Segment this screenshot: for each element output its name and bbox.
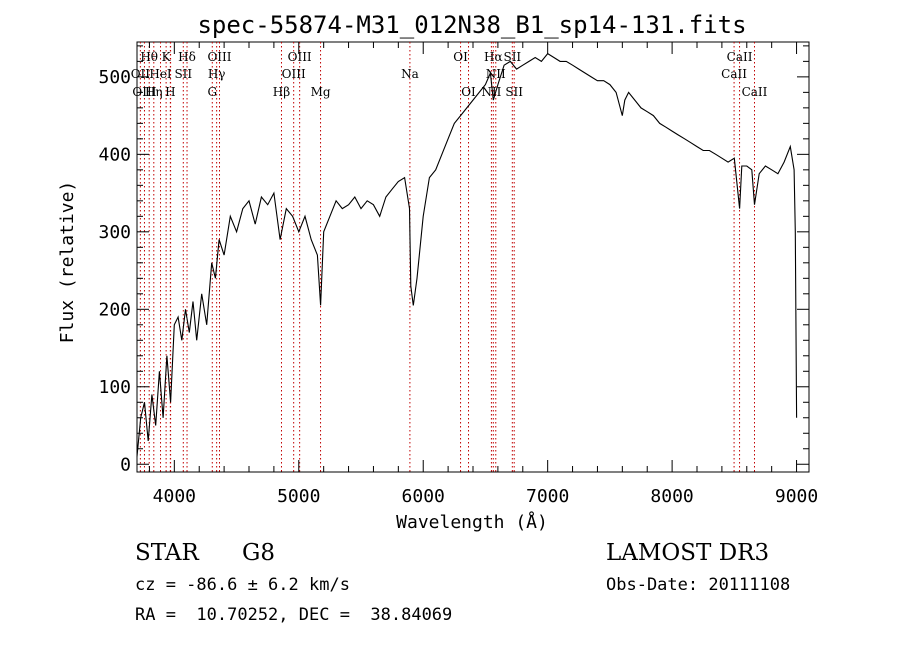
line-label: OIII — [288, 50, 312, 64]
line-label: Hδ — [178, 50, 196, 64]
y-tick-label: 0 — [120, 454, 131, 475]
line-label: Hη — [145, 85, 163, 99]
line-label: OI — [461, 85, 476, 99]
line-label: K — [162, 50, 172, 64]
x-tick-label: 7000 — [526, 486, 569, 507]
line-label: Hθ — [140, 50, 158, 64]
y-tick-label: 200 — [98, 299, 131, 320]
spectrum-series — [136, 52, 798, 457]
line-label: OIII — [132, 85, 156, 99]
x-tick-label: 5000 — [277, 486, 320, 507]
line-label: Mg — [311, 85, 331, 99]
object-class: STAR — [135, 540, 199, 566]
line-label: OI — [453, 50, 468, 64]
line-label: CaII — [721, 67, 747, 81]
line-label: G — [207, 85, 217, 99]
y-axis-ticks: 0 100 200 300 400 500 — [98, 45, 809, 475]
y-tick-label: 300 — [98, 222, 131, 243]
y-axis-label: Flux (relative) — [57, 181, 78, 344]
x-tick-label: 6000 — [402, 486, 445, 507]
line-label: SII — [503, 50, 521, 64]
x-axis-ticks: 4000 5000 6000 7000 8000 9000 — [148, 42, 818, 507]
object-subclass: G8 — [242, 540, 275, 566]
line-label: OII — [131, 67, 151, 81]
line-label: OIII — [207, 50, 231, 64]
emission-lines-group — [139, 42, 755, 472]
y-tick-label: 400 — [98, 144, 131, 165]
info-panel: STAR G8 LAMOST DR3 cz = -86.6 ± 6.2 km/s… — [135, 540, 790, 625]
line-label: SII — [174, 67, 192, 81]
line-label: Hβ — [273, 85, 290, 99]
line-label: H — [165, 85, 175, 99]
coordinates: RA = 10.70252, DEC = 38.84069 — [135, 605, 452, 625]
line-label: OIII — [282, 67, 306, 81]
survey-name: LAMOST DR3 — [606, 540, 769, 566]
chart-title: spec-55874-M31_012N38_B1_sp14-131.fits — [197, 11, 746, 39]
axes-frame — [136, 41, 810, 473]
x-tick-label: 4000 — [153, 486, 196, 507]
y-tick-label: 100 — [98, 377, 131, 398]
y-tick-label: 500 — [98, 67, 131, 88]
x-tick-label: 8000 — [650, 486, 693, 507]
line-label: CaII — [742, 85, 768, 99]
line-label: HeI — [149, 67, 172, 81]
line-label: SII — [505, 85, 523, 99]
line-label: Hγ — [208, 67, 226, 81]
observation-date: Obs-Date: 20111108 — [606, 575, 790, 595]
redshift-cz: cz = -86.6 ± 6.2 km/s — [135, 575, 350, 595]
line-label: Na — [401, 67, 419, 81]
line-label: Hα — [484, 50, 503, 64]
x-tick-label: 9000 — [775, 486, 818, 507]
line-label: CaII — [727, 50, 753, 64]
x-axis-label: Wavelength (Å) — [396, 511, 548, 533]
